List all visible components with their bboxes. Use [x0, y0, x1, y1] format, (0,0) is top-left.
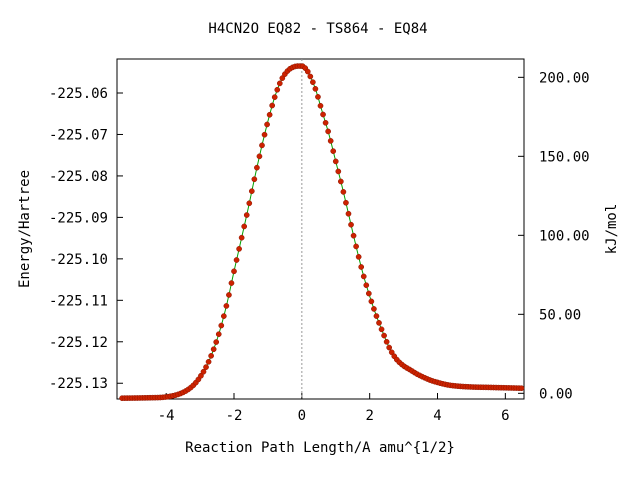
chart-title: H4CN2O EQ82 - TS864 - EQ84 [208, 21, 427, 37]
plot-frame [116, 58, 525, 400]
data-point [343, 199, 349, 206]
x-tick-label: 6 [501, 408, 509, 424]
data-point [518, 385, 525, 392]
x-axis-label: Reaction Path Length/A amu^{1/2} [185, 440, 455, 456]
data-point [223, 303, 230, 309]
y2-axis-label: kJ/mol [604, 204, 620, 255]
data-point [266, 111, 273, 118]
data-point [388, 349, 395, 356]
y2-tick-label: 100.00 [539, 228, 590, 244]
data-point [218, 322, 225, 329]
data-point [269, 102, 276, 109]
data-point [233, 257, 240, 263]
data-point [213, 339, 220, 345]
x-tick-label: 4 [433, 408, 441, 424]
data-point [381, 332, 387, 339]
data-point [378, 326, 385, 333]
data-point [205, 358, 212, 365]
data-point [200, 368, 207, 375]
data-point [350, 232, 357, 239]
data-point [355, 254, 362, 260]
data-point [248, 188, 255, 195]
y-tick-label: -225.08 [49, 169, 108, 185]
x-tick-label: 2 [365, 408, 373, 424]
data-point [363, 282, 370, 289]
data-point [215, 331, 222, 338]
y2-tick-label: 50.00 [539, 307, 581, 323]
data-point [243, 212, 250, 218]
data-point [261, 131, 268, 138]
data-point [386, 344, 393, 351]
data-point [274, 86, 281, 93]
data-point [332, 158, 339, 165]
data-point [340, 189, 347, 195]
x-tick-label: -4 [158, 408, 175, 424]
data-point [383, 338, 390, 345]
x-tick-label: 0 [298, 408, 306, 424]
y-tick-label: -225.09 [49, 210, 108, 226]
data-point [322, 119, 329, 126]
data-point [345, 210, 352, 217]
data-point [264, 121, 270, 128]
data-point [254, 164, 260, 171]
data-point [228, 280, 235, 286]
data-point [330, 148, 337, 154]
data-point [360, 273, 367, 280]
data-point [236, 246, 242, 252]
data-point [358, 264, 365, 270]
data-point [325, 128, 331, 135]
data-point [208, 352, 214, 359]
y2-tick-label: 150.00 [539, 149, 590, 165]
data-point [198, 372, 204, 379]
data-point [256, 153, 263, 160]
data-point [371, 306, 377, 312]
data-point [365, 290, 372, 297]
data-point [226, 292, 232, 298]
data-point [241, 223, 248, 230]
data-point [368, 298, 375, 305]
data-point [238, 234, 245, 241]
y-tick-label: -225.11 [49, 293, 108, 309]
data-point [376, 320, 382, 326]
data-point [279, 75, 286, 81]
data-point [348, 221, 354, 228]
plot-area: -4 -2 0 2 4 6 -225.13 -225.12 -225.11 -225.10 -225… [49, 59, 590, 424]
y-tick-label: -225.12 [49, 335, 108, 351]
data-point [317, 102, 324, 109]
y2-tick-label: 200.00 [539, 70, 590, 86]
y-tick-label: -225.06 [49, 86, 108, 102]
data-point [307, 73, 314, 80]
data-point [251, 176, 258, 183]
data-point [373, 313, 380, 319]
data-point [310, 79, 316, 86]
y-tick-label: -225.10 [49, 252, 108, 268]
x-tick-label: -2 [226, 408, 243, 424]
data-point [210, 346, 217, 353]
data-point [203, 364, 209, 370]
data-point [259, 142, 265, 149]
data-point [276, 80, 283, 87]
data-point [335, 168, 342, 175]
data-point [304, 68, 311, 75]
data-point [338, 178, 344, 185]
y2-tick-label: 0.00 [539, 386, 573, 402]
y-tick-label: -225.13 [49, 376, 108, 392]
data-point [271, 94, 278, 101]
data-point [327, 138, 334, 144]
data-point [315, 94, 321, 100]
data-point [353, 243, 359, 250]
y-tick-label: -225.07 [49, 127, 108, 143]
data-point [220, 313, 227, 319]
data-point [320, 111, 326, 118]
data-point [312, 86, 319, 92]
data-point [231, 268, 237, 275]
y-axis-label: Energy/Hartree [17, 170, 33, 288]
data-point [246, 200, 253, 207]
